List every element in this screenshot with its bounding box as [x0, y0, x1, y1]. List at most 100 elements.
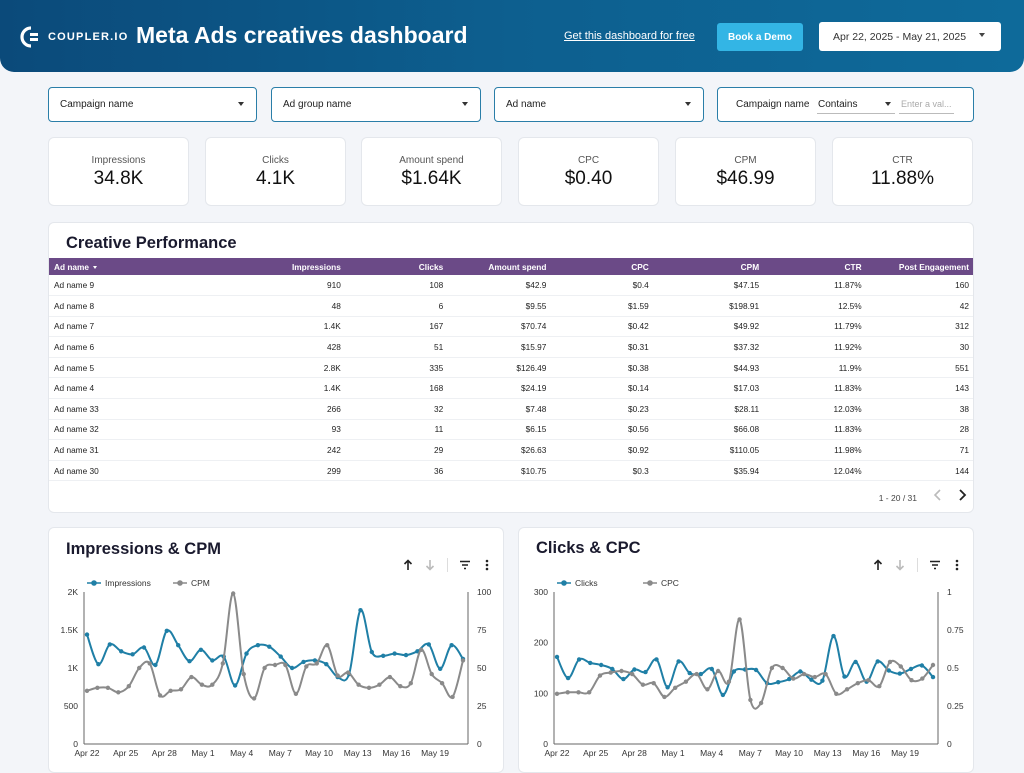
data-point[interactable] [919, 663, 925, 668]
data-point[interactable] [119, 649, 124, 654]
data-point[interactable] [565, 675, 571, 681]
campaign-filter[interactable]: Campaign name [48, 87, 257, 122]
data-point[interactable] [632, 667, 637, 672]
data-point[interactable] [84, 632, 90, 637]
data-point[interactable] [720, 692, 726, 698]
data-point[interactable] [588, 660, 593, 666]
data-point[interactable] [105, 685, 111, 690]
table-row[interactable]: Ad name 32 93 11 $6.15 $0.56 $66.08 11.83% 28 [49, 419, 973, 441]
data-point[interactable] [314, 661, 319, 666]
sort-descending-icon[interactable] [419, 557, 441, 573]
data-point[interactable] [387, 674, 393, 680]
col-cpc[interactable]: CPC [550, 258, 653, 275]
ad-group-filter[interactable]: Ad group name [271, 87, 481, 122]
condition-select[interactable]: Contains [817, 95, 895, 114]
data-point[interactable] [673, 685, 678, 690]
data-point[interactable] [304, 664, 309, 669]
data-point[interactable] [438, 666, 443, 671]
data-point[interactable] [801, 671, 807, 677]
more-options-icon[interactable] [476, 557, 498, 573]
data-point[interactable] [392, 651, 397, 656]
data-point[interactable] [289, 665, 295, 671]
data-point[interactable] [137, 665, 142, 671]
data-point[interactable] [141, 645, 147, 650]
data-point[interactable] [450, 694, 455, 700]
data-point[interactable] [415, 649, 420, 654]
data-point[interactable] [787, 676, 792, 682]
data-point[interactable] [419, 647, 424, 652]
data-point[interactable] [96, 662, 101, 667]
data-point[interactable] [126, 684, 131, 689]
data-point[interactable] [776, 680, 781, 685]
data-point[interactable] [565, 690, 570, 695]
sort-descending-icon[interactable] [889, 557, 911, 573]
data-point[interactable] [358, 608, 363, 613]
data-point[interactable] [897, 671, 902, 676]
legend-item[interactable]: CPM [173, 578, 210, 588]
legend-item[interactable]: Clicks [557, 578, 598, 588]
data-point[interactable] [630, 671, 635, 677]
table-row[interactable]: Ad name 5 2.8K 335 $126.49 $0.38 $44.93 11.9% 5… [49, 357, 973, 379]
data-point[interactable] [621, 676, 626, 682]
ad-name-filter[interactable]: Ad name [494, 87, 704, 122]
data-point[interactable] [324, 662, 329, 667]
data-point[interactable] [157, 693, 163, 698]
data-point[interactable] [164, 628, 169, 633]
data-point[interactable] [683, 679, 689, 684]
data-point[interactable] [608, 670, 613, 675]
data-point[interactable] [698, 671, 703, 677]
data-point[interactable] [187, 659, 192, 664]
data-point[interactable] [369, 649, 374, 655]
get-dashboard-link[interactable]: Get this dashboard for free [564, 30, 695, 42]
data-point[interactable] [345, 670, 351, 675]
data-point[interactable] [408, 681, 413, 686]
col-post-engagement[interactable]: Post Engagement [865, 258, 973, 275]
data-point[interactable] [737, 617, 742, 622]
data-point[interactable] [576, 657, 582, 662]
data-point[interactable] [153, 662, 158, 668]
data-point[interactable] [831, 633, 836, 639]
data-point[interactable] [381, 653, 386, 658]
book-demo-button[interactable]: Book a Demo [717, 23, 803, 51]
data-point[interactable] [356, 682, 361, 687]
filter-value-input[interactable]: Enter a val... [899, 95, 954, 114]
data-point[interactable] [107, 642, 112, 647]
data-point[interactable] [726, 679, 732, 684]
data-point[interactable] [780, 665, 785, 671]
col-cpm[interactable]: CPM [652, 258, 764, 275]
legend-item[interactable]: Impressions [87, 578, 151, 588]
data-point[interactable] [842, 674, 847, 679]
data-point[interactable] [554, 691, 560, 696]
data-point[interactable] [587, 690, 592, 695]
data-point[interactable] [147, 661, 152, 666]
legend-item[interactable]: CPC [643, 578, 679, 588]
data-point[interactable] [886, 668, 891, 673]
data-point[interactable] [930, 674, 936, 680]
data-point[interactable] [231, 591, 236, 596]
data-point[interactable] [267, 644, 272, 649]
data-point[interactable] [262, 665, 267, 671]
data-point[interactable] [687, 670, 692, 676]
data-point[interactable] [791, 676, 796, 681]
filter-icon[interactable] [454, 557, 476, 573]
data-point[interactable] [705, 687, 710, 692]
data-point[interactable] [654, 657, 659, 662]
table-row[interactable]: Ad name 6 428 51 $15.97 $0.31 $37.32 11.92% 30 [49, 336, 973, 358]
col-ctr[interactable]: CTR [763, 258, 866, 275]
table-row[interactable]: Ad name 30 299 36 $10.75 $0.3 $35.94 12.04% 144 [49, 460, 973, 482]
coupler-logo[interactable]: COUPLER.IO [20, 26, 128, 48]
data-point[interactable] [619, 668, 624, 674]
data-point[interactable] [809, 677, 814, 682]
data-point[interactable] [909, 678, 914, 683]
data-point[interactable] [130, 652, 135, 657]
data-point[interactable] [95, 685, 100, 690]
sort-ascending-icon[interactable] [397, 557, 419, 573]
data-point[interactable] [210, 658, 215, 663]
data-point[interactable] [769, 665, 775, 671]
data-point[interactable] [554, 654, 560, 660]
chevron-left-icon[interactable] [931, 487, 945, 503]
data-point[interactable] [244, 651, 249, 656]
data-point[interactable] [610, 666, 615, 672]
sort-ascending-icon[interactable] [867, 557, 889, 573]
data-point[interactable] [662, 694, 667, 700]
